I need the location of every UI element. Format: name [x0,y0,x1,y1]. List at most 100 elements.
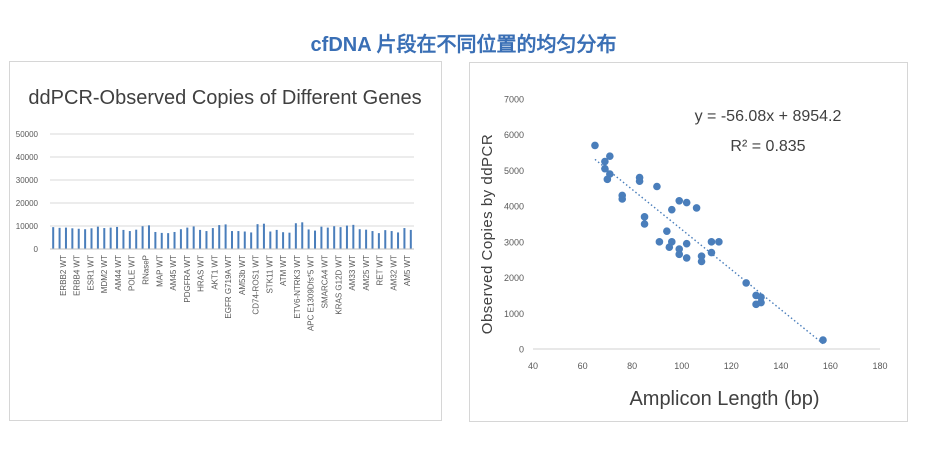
x-tick-label: AM44 WT [114,255,123,291]
x-tick-label: ERBB2 WT [59,255,68,296]
bar [205,231,208,249]
bar [179,229,182,249]
bar [77,228,80,249]
bar [128,231,131,249]
y-tick-label: 5000 [504,166,524,176]
x-tick-label: CD74-ROS1 WT [252,255,261,315]
y-tick-label: 7000 [504,95,524,105]
x-tick-label: ERBB4 WT [73,255,82,296]
page-title: cfDNA 片段在不同位置的均匀分布 [310,34,617,56]
x-tick-label: 140 [773,361,788,371]
chart-title: ddPCR-Observed Copies of Different Genes [28,87,421,109]
x-tick-label: AM5 WT [403,255,412,286]
bar [390,231,393,249]
scatter-chart: 0 1000 2000 3000 4000 5000 6000 7000 40 60 80 100 12… [479,95,888,411]
r-squared-label: R² = 0.835 [730,138,805,155]
data-point [707,238,716,246]
x-tick-label: PDGFRA WT [183,255,192,303]
x-tick-label: RET WT [376,255,385,286]
bar [288,232,291,249]
x-tick-label: POLE WT [128,255,137,291]
bar-chart-panel: ddPCR-Observed Copies of Different Genes… [9,61,442,421]
x-tick-label: RNaseP [142,255,151,285]
data-point [635,177,644,185]
bar [345,225,348,249]
bar [52,227,55,249]
data-point [675,245,684,253]
bar [160,232,163,249]
y-tick-label: 20000 [16,199,39,208]
bar [250,232,253,249]
x-tick-label: MAP WT [155,255,164,287]
bar [294,223,297,249]
data-point [697,257,706,266]
x-tick-label: 160 [823,361,838,371]
bar [147,225,150,249]
x-tick-label: 40 [528,361,538,371]
bar [192,226,195,249]
bar [403,228,406,249]
x-tick-label: EGFR G719A WT [224,255,233,319]
data-point [668,238,676,246]
data-point [601,157,609,166]
bar [231,231,233,249]
x-tick-label: AM32 WT [389,255,398,291]
bar [262,223,265,249]
trendline [594,158,824,345]
data-point [663,227,671,235]
bar [358,229,361,249]
y-tick-label: 0 [519,345,524,355]
bar [167,233,170,249]
bar [243,231,246,249]
data-point [603,175,612,184]
bar [58,227,61,249]
trendline-equation: y = -56.08x + 8954.2 [695,108,842,125]
y-tick-label: 3000 [504,237,524,247]
data-point [757,293,765,302]
data-point [675,250,684,259]
y-tick-label: 0 [34,245,39,254]
data-point [640,213,649,221]
bar [154,231,157,249]
x-tick-label: ATM WT [279,255,288,286]
data-point [591,141,599,150]
x-tick-label: STK11 WT [265,255,274,294]
bar [96,226,99,249]
bar [307,229,310,249]
bar [256,224,259,249]
x-tick-label: 60 [578,361,588,371]
y-tick-label: 4000 [504,202,524,212]
x-tick-label: 120 [724,361,739,371]
bar [141,226,144,249]
y-tick-label: 10000 [16,222,39,231]
data-point [682,254,691,262]
x-tick-label: ESR1 WT [86,255,95,291]
data-point [707,248,716,257]
data-point [655,238,664,246]
data-point [819,336,827,344]
data-point [601,164,609,173]
x-tick-label: ETV6-NTRK3 WT [293,255,302,319]
x-tick-label: KRAS G12D WT [334,255,343,315]
bar [109,227,112,249]
x-tick-label: AKT1 WT [210,255,219,290]
bar [224,224,227,249]
data-point [692,204,701,212]
bar [199,229,202,249]
data-point [757,298,765,307]
bar [409,229,412,249]
bar [301,222,304,249]
bar [371,231,374,249]
x-tick-label: APC E1309Dfs*5 WT [307,255,316,331]
data-point [697,252,706,260]
bar-chart: ddPCR-Observed Copies of Different Genes… [16,87,422,331]
data-point [668,205,676,214]
scatter-chart-panel: 0 1000 2000 3000 4000 5000 6000 7000 40 60 80 100 12… [469,62,908,422]
bar [352,224,355,249]
data-point [606,152,614,160]
data-point [742,279,750,287]
x-tick-label: MDM2 WT [100,255,109,293]
bar [186,227,189,249]
bar [397,232,400,249]
y-tick-label: 50000 [16,130,39,139]
